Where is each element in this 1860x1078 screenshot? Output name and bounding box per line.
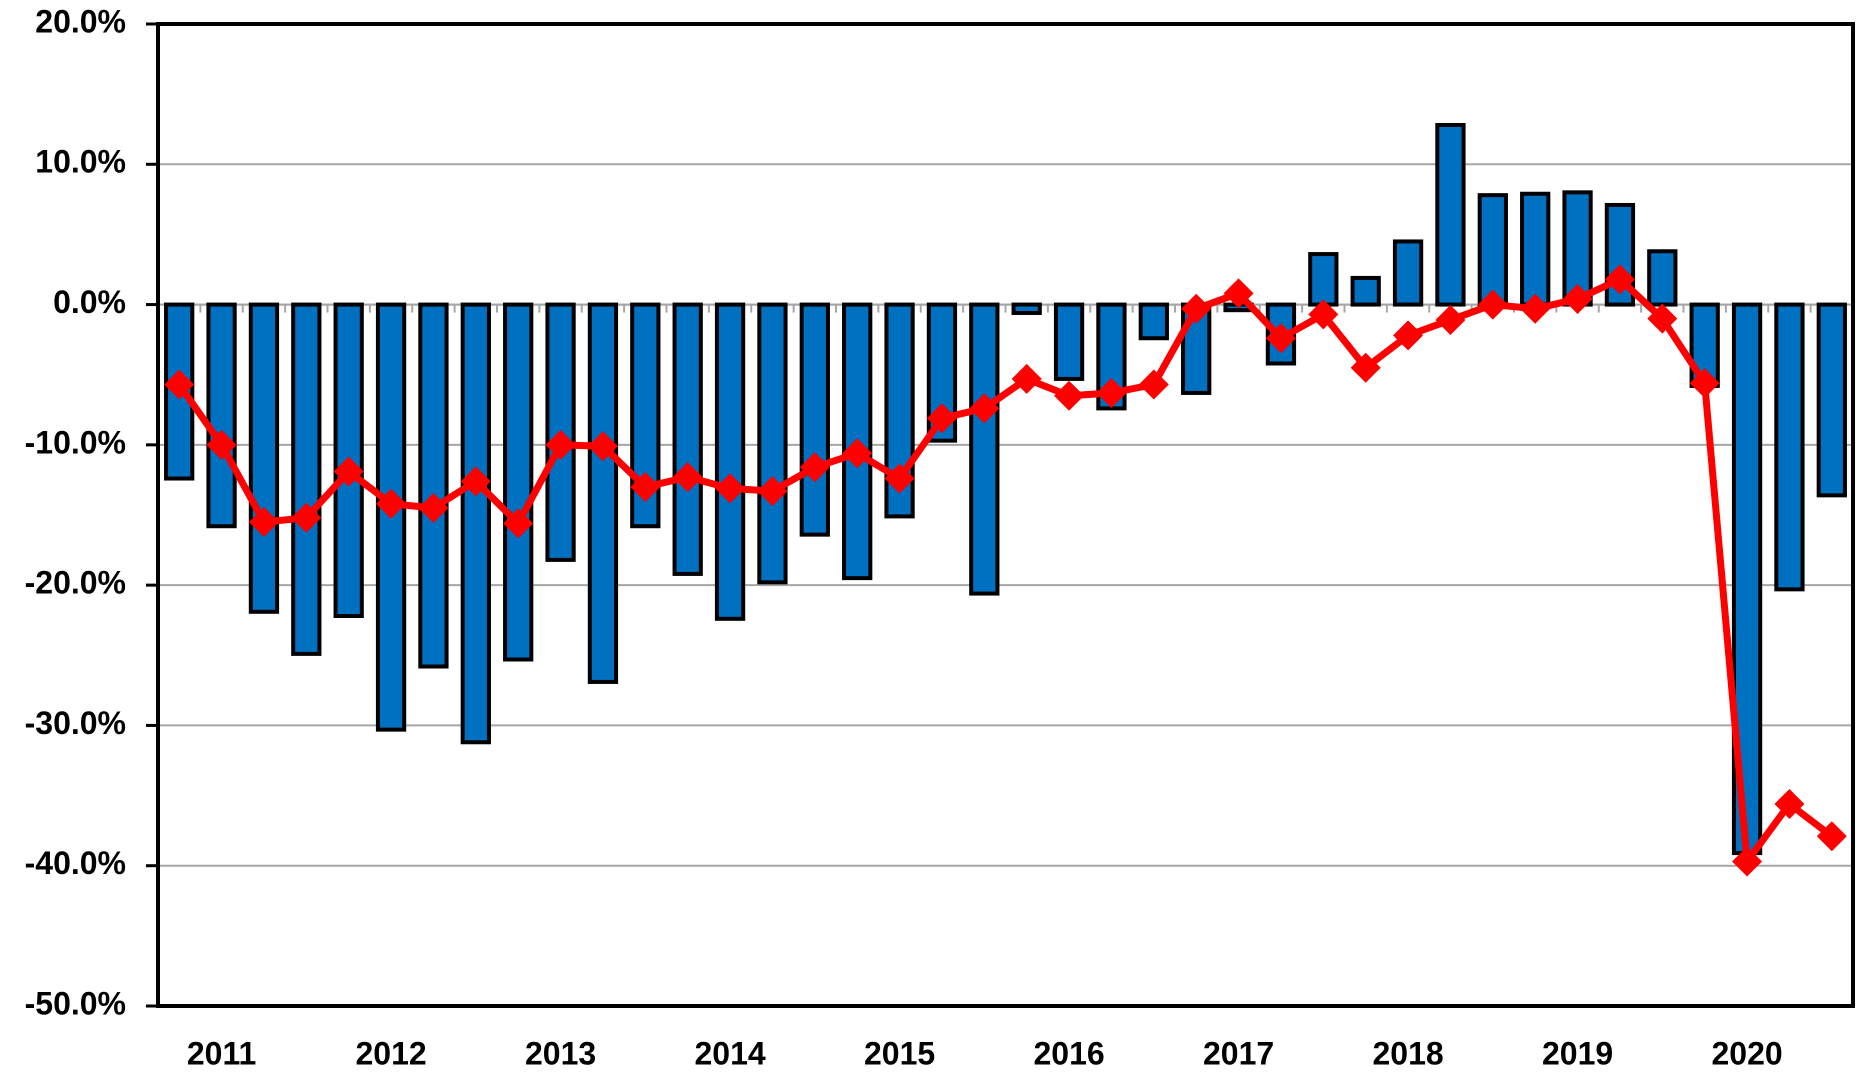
marker	[926, 403, 957, 434]
plot-frame	[156, 22, 1855, 1008]
y-tick-label: -40.0%	[25, 845, 126, 881]
y-tick-label: 10.0%	[35, 144, 126, 180]
marker	[418, 492, 449, 523]
marker	[630, 471, 661, 502]
bar	[799, 302, 830, 537]
marker	[1477, 289, 1508, 320]
marker	[1265, 323, 1296, 354]
bar	[1053, 302, 1085, 381]
marker	[1689, 368, 1720, 399]
y-tick-label: -20.0%	[25, 565, 126, 601]
marker	[248, 507, 279, 538]
bar	[587, 302, 619, 684]
bar	[1392, 239, 1424, 307]
x-tick-label: 2014	[694, 1035, 765, 1071]
marker	[1816, 821, 1847, 852]
marker	[842, 438, 873, 469]
marker	[1604, 264, 1635, 295]
line	[176, 275, 1834, 866]
bar	[460, 302, 491, 745]
marker	[969, 393, 1000, 424]
bar	[1774, 302, 1805, 592]
marker	[757, 476, 788, 507]
marker	[1054, 380, 1085, 411]
marker	[1647, 303, 1678, 334]
marker	[799, 452, 830, 483]
marker	[1520, 293, 1551, 324]
marker	[1181, 293, 1212, 324]
marker	[715, 473, 746, 504]
marker	[545, 429, 576, 460]
bar	[1308, 252, 1339, 307]
x-tick-label: 2011	[187, 1035, 256, 1071]
x-tick-label: 2013	[525, 1035, 596, 1071]
marker	[460, 466, 491, 497]
y-tick-label: -30.0%	[25, 705, 126, 741]
marker	[1732, 846, 1763, 877]
marker	[503, 508, 534, 539]
marker	[884, 463, 915, 494]
bar	[503, 302, 534, 662]
x-tick-label: 2012	[355, 1035, 426, 1071]
bar	[1138, 302, 1169, 341]
bar	[291, 302, 322, 656]
marker	[1562, 283, 1593, 314]
bar	[1520, 191, 1551, 307]
bar	[1477, 193, 1508, 307]
marker	[376, 488, 407, 519]
marker	[1223, 278, 1254, 309]
y-tick-label: 0.0%	[53, 284, 126, 320]
bar	[969, 302, 1000, 596]
marker	[206, 429, 237, 460]
marker	[1393, 320, 1424, 351]
marker	[1350, 352, 1381, 383]
y-tick-label: 20.0%	[35, 3, 126, 39]
bar	[418, 302, 449, 669]
marker	[1138, 369, 1169, 400]
bar	[248, 302, 280, 614]
bar	[757, 302, 788, 585]
marker	[1435, 305, 1466, 336]
bar	[1011, 302, 1042, 315]
marker	[1096, 377, 1127, 408]
marker	[333, 456, 364, 487]
bar	[1647, 249, 1678, 307]
marker	[1011, 363, 1042, 394]
x-tick-label: 2020	[1711, 1035, 1782, 1071]
bar	[1435, 123, 1466, 307]
x-tick-label: 2017	[1203, 1035, 1274, 1071]
marker	[587, 431, 618, 462]
y-tick-label: -10.0%	[25, 424, 126, 460]
marker	[672, 462, 703, 493]
x-tick-label: 2016	[1033, 1035, 1104, 1071]
y-tick-label: -50.0%	[25, 985, 126, 1021]
marker	[1774, 788, 1805, 819]
bar	[206, 302, 237, 529]
bar	[714, 302, 746, 621]
bar	[1350, 275, 1381, 307]
marker	[1308, 299, 1339, 330]
x-tick-label: 2015	[864, 1035, 935, 1071]
x-tick-label: 2018	[1372, 1035, 1443, 1071]
x-tick-label: 2019	[1542, 1035, 1613, 1071]
bar	[672, 302, 703, 576]
marker	[164, 369, 195, 400]
bar	[1816, 302, 1847, 498]
marker	[291, 502, 322, 533]
